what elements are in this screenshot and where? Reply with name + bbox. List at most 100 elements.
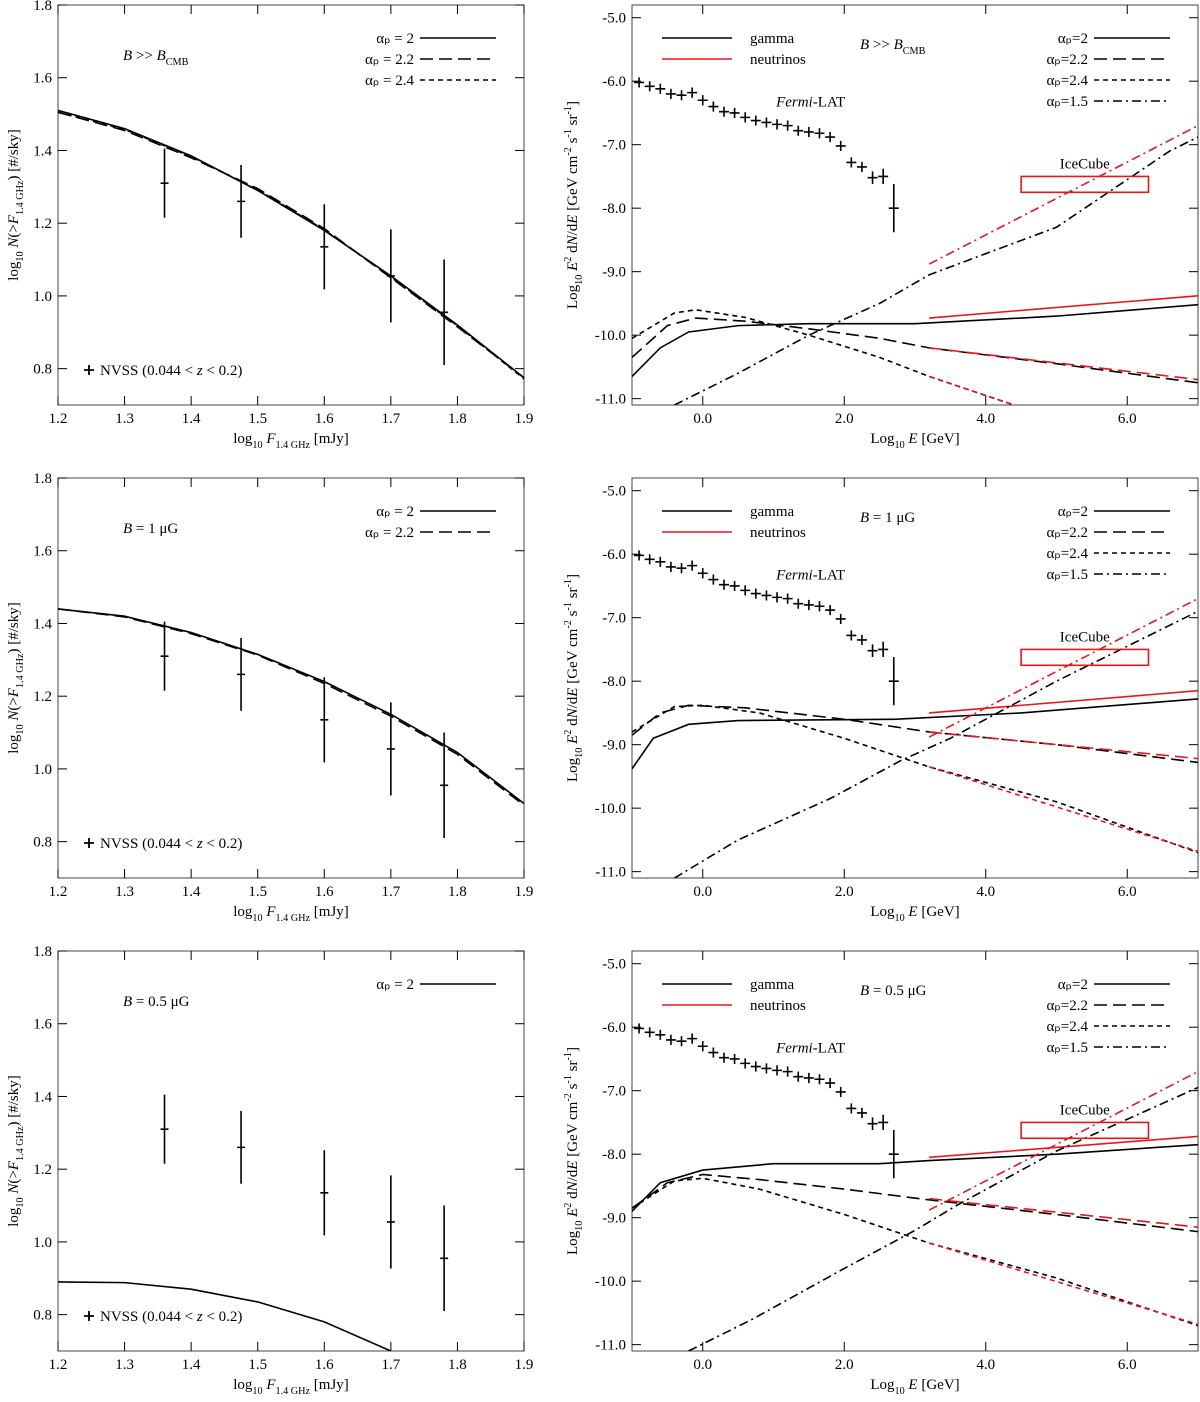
y-tick-label: -8.0 (602, 201, 626, 217)
y-axis-label-part: sr (565, 587, 581, 602)
data-point (237, 638, 246, 711)
data-point (814, 128, 825, 139)
data-point (846, 1103, 857, 1114)
points-label: Fermi-LAT (775, 94, 845, 110)
data-point (655, 83, 666, 94)
x-axis-label-part: E (905, 1377, 918, 1393)
y-axis-label-part: 1.4 GHz (15, 1126, 26, 1161)
legend-label: αₚ=2.4 (1047, 73, 1089, 89)
data-point (835, 1086, 846, 1098)
x-axis-label-part: 10 (252, 440, 262, 451)
panel-title-part: B (860, 983, 869, 999)
y-axis-label-part: [GeV cm (565, 628, 581, 687)
y-axis-label-part: d (565, 245, 581, 257)
y-axis-label-part: N (6, 237, 22, 252)
data-point (708, 574, 719, 585)
data-point (644, 554, 655, 565)
x-axis-label-part: log (233, 1377, 253, 1393)
x-axis-label: Log10 E [GeV] (870, 1377, 959, 1397)
box-label: IceCube (1060, 629, 1110, 645)
points-legend-part: < 0.2) (203, 1309, 243, 1325)
data-point (878, 1114, 889, 1131)
data-point (761, 117, 772, 128)
y-axis-label-part: -2 (563, 1093, 574, 1102)
data-point (718, 579, 729, 590)
points-label-part: -LAT (813, 94, 846, 110)
x-axis-label: log10 F1.4 GHz [mJy] (233, 1377, 349, 1397)
data-point (708, 101, 719, 112)
x-axis-label-part: log (233, 431, 253, 447)
y-tick-label: -10.0 (595, 328, 626, 344)
legend-label: αₚ = 2 (376, 31, 414, 47)
x-axis-label-part: Log (870, 904, 895, 920)
y-axis-label-part: [GeV cm (565, 155, 581, 214)
y-tick-label: -6.0 (602, 74, 626, 90)
y-tick-label: 1.4 (33, 1089, 52, 1105)
y-axis-label-part: log (6, 1207, 22, 1227)
y-axis-label-part: [GeV cm (565, 1101, 581, 1160)
y-axis-label-part: 1.4 GHz (15, 180, 26, 215)
y-axis-label-part: ) [#/sky] (6, 1075, 22, 1126)
points-legend-part: NVSS (0.044 < (100, 363, 197, 379)
points-legend: NVSS (0.044 < z < 0.2) (100, 363, 242, 379)
x-axis-label-part: E (905, 904, 918, 920)
legend-label: αₚ=2.2 (1047, 52, 1089, 68)
plot-frame (57, 950, 525, 1352)
x-tick-label: 2.0 (835, 884, 854, 900)
legend-label: αₚ=1.5 (1047, 1040, 1089, 1056)
line-series (674, 136, 1198, 405)
x-tick-label: 0.0 (693, 884, 712, 900)
data-point (160, 1094, 169, 1164)
line-series (928, 1242, 1198, 1326)
data-point (644, 81, 655, 92)
panel-title-part: = 0.5 μG (132, 994, 190, 1010)
points-label-part: -LAT (813, 1040, 846, 1056)
data-point (856, 634, 867, 645)
y-axis-label-part: ] (565, 101, 581, 106)
plot-area (58, 109, 524, 380)
x-tick-label: 0.0 (693, 1357, 712, 1373)
x-tick-label: 6.0 (1118, 1357, 1137, 1373)
data-point (750, 588, 761, 599)
range-box (1020, 175, 1150, 194)
y-axis-label-part: s (565, 137, 581, 147)
points-legend-part: z (196, 836, 203, 852)
range-box (1020, 1121, 1150, 1140)
line-series (688, 1086, 1198, 1351)
y-tick-label: 1.0 (33, 762, 52, 778)
legend-label: neutrinos (750, 998, 806, 1014)
data-point (825, 1077, 836, 1089)
y-axis-label-part: E (565, 1208, 581, 1221)
data-point (782, 593, 793, 604)
legend-label: αₚ = 2 (376, 504, 414, 520)
x-axis-label-part: 10 (894, 1386, 904, 1397)
line-series (632, 704, 1198, 854)
y-axis-label-part: 10 (574, 275, 585, 285)
y-axis-label-part: ) [#/sky] (6, 129, 22, 180)
x-tick-label: 1.5 (248, 1357, 267, 1373)
x-tick-label: 1.8 (448, 884, 467, 900)
points-legend-part: NVSS (0.044 < (100, 1309, 197, 1325)
y-tick-label: 1.0 (33, 289, 52, 305)
data-point (888, 1130, 899, 1179)
x-axis-label-part: 10 (894, 440, 904, 451)
legend-label: gamma (750, 977, 794, 993)
x-tick-label: 1.9 (515, 1357, 534, 1373)
data-point (782, 120, 793, 131)
x-axis-label: Log10 E [GeV] (870, 431, 959, 451)
data-point (687, 87, 698, 98)
points-label-part: Fermi (775, 567, 813, 583)
y-axis-label-part: E (565, 735, 581, 748)
plot-frame (57, 4, 525, 406)
x-tick-label: 1.3 (115, 1357, 134, 1373)
panel-title-part: = 0.5 μG (869, 983, 927, 999)
line-series (929, 294, 1198, 319)
panel-title-part: = 1 μG (869, 510, 915, 526)
line-series (632, 1177, 1198, 1327)
x-axis-label-part: 1.4 GHz (276, 440, 311, 451)
y-tick-label: 1.0 (33, 1235, 52, 1251)
data-point (655, 1029, 666, 1040)
y-axis-label-part: -2 (563, 147, 574, 156)
y-axis-label-part: 10 (15, 1197, 26, 1207)
